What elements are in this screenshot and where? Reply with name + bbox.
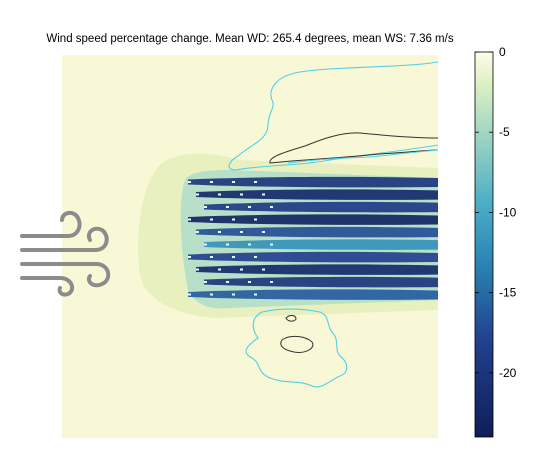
- turbine-marker: [270, 243, 273, 246]
- wake-streak: [196, 189, 438, 200]
- heatmap-field: [138, 153, 438, 318]
- turbine-marker: [254, 218, 257, 221]
- colorbar: 0 -5 -10 -15 -20: [474, 45, 517, 438]
- turbine-marker: [232, 293, 235, 296]
- wake-streak: [196, 226, 438, 238]
- turbine-marker: [254, 293, 257, 296]
- turbine-marker: [196, 193, 199, 196]
- turbine-marker: [196, 268, 199, 271]
- turbine-marker: [210, 293, 213, 296]
- turbine-marker: [210, 218, 213, 221]
- contour-dark-small: [285, 315, 297, 322]
- contour-cyan-bottom: [245, 308, 348, 388]
- turbine-marker: [248, 243, 251, 246]
- turbine-marker: [240, 231, 243, 233]
- turbine-marker: [254, 181, 257, 183]
- turbine-marker: [262, 231, 265, 233]
- colorbar-tick-label: -10: [499, 205, 517, 219]
- contour-lines: [228, 61, 438, 388]
- turbine-marker: [240, 193, 243, 196]
- contour-dark-bottom: [280, 335, 314, 353]
- wake-streak: [188, 251, 438, 263]
- turbine-marker: [218, 231, 221, 233]
- colorbar-tick-label: 0: [499, 45, 506, 59]
- turbine-marker: [254, 256, 257, 258]
- contour-cyan-top: [228, 61, 438, 171]
- colorbar-tick-label: -15: [499, 286, 517, 300]
- turbine-marker: [196, 231, 199, 233]
- turbine-marker: [218, 193, 221, 196]
- wind-icon: [20, 211, 111, 297]
- turbine-marker: [248, 206, 251, 208]
- turbine-marker: [210, 256, 213, 258]
- chart-title: Wind speed percentage change. Mean WD: 2…: [46, 33, 454, 45]
- colorbar-tick-label: -5: [499, 125, 510, 139]
- wake-streak: [196, 264, 438, 275]
- turbine-marker: [188, 256, 191, 258]
- turbine-marker: [210, 181, 213, 183]
- turbine-marker: [188, 181, 191, 183]
- turbine-marker: [262, 268, 265, 271]
- turbine-marker: [226, 243, 229, 246]
- turbine-marker: [204, 243, 207, 246]
- contour-dark-top: [269, 132, 438, 164]
- turbine-marker: [204, 281, 207, 283]
- contour-cyan-top-inner: [287, 149, 438, 164]
- turbine-marker: [262, 193, 265, 196]
- turbine-marker: [226, 281, 229, 283]
- turbine-marker: [204, 206, 207, 208]
- colorbar-ticks: 0 -5 -10 -15 -20: [475, 45, 517, 380]
- turbine-marker: [240, 268, 243, 271]
- turbine-marker: [226, 206, 229, 208]
- turbine-marker: [232, 181, 235, 183]
- colorbar-fill: [474, 51, 494, 438]
- wake-streak: [188, 176, 438, 188]
- turbine-marker: [218, 268, 221, 271]
- colorbar-tick-label: -20: [499, 366, 517, 380]
- wake-streaks: [188, 176, 438, 300]
- wake-streak: [188, 214, 438, 225]
- turbine-marker: [270, 206, 273, 208]
- turbine-marker: [248, 281, 251, 283]
- turbine-marker: [232, 218, 235, 221]
- wake-streak: [204, 239, 438, 250]
- turbine-marker: [188, 218, 191, 221]
- turbine-marker: [270, 281, 273, 283]
- turbine-marker: [188, 293, 191, 296]
- wake-streak: [204, 276, 438, 288]
- wake-streak: [188, 289, 438, 300]
- wake-streak: [204, 201, 438, 213]
- turbine-marker: [232, 256, 235, 258]
